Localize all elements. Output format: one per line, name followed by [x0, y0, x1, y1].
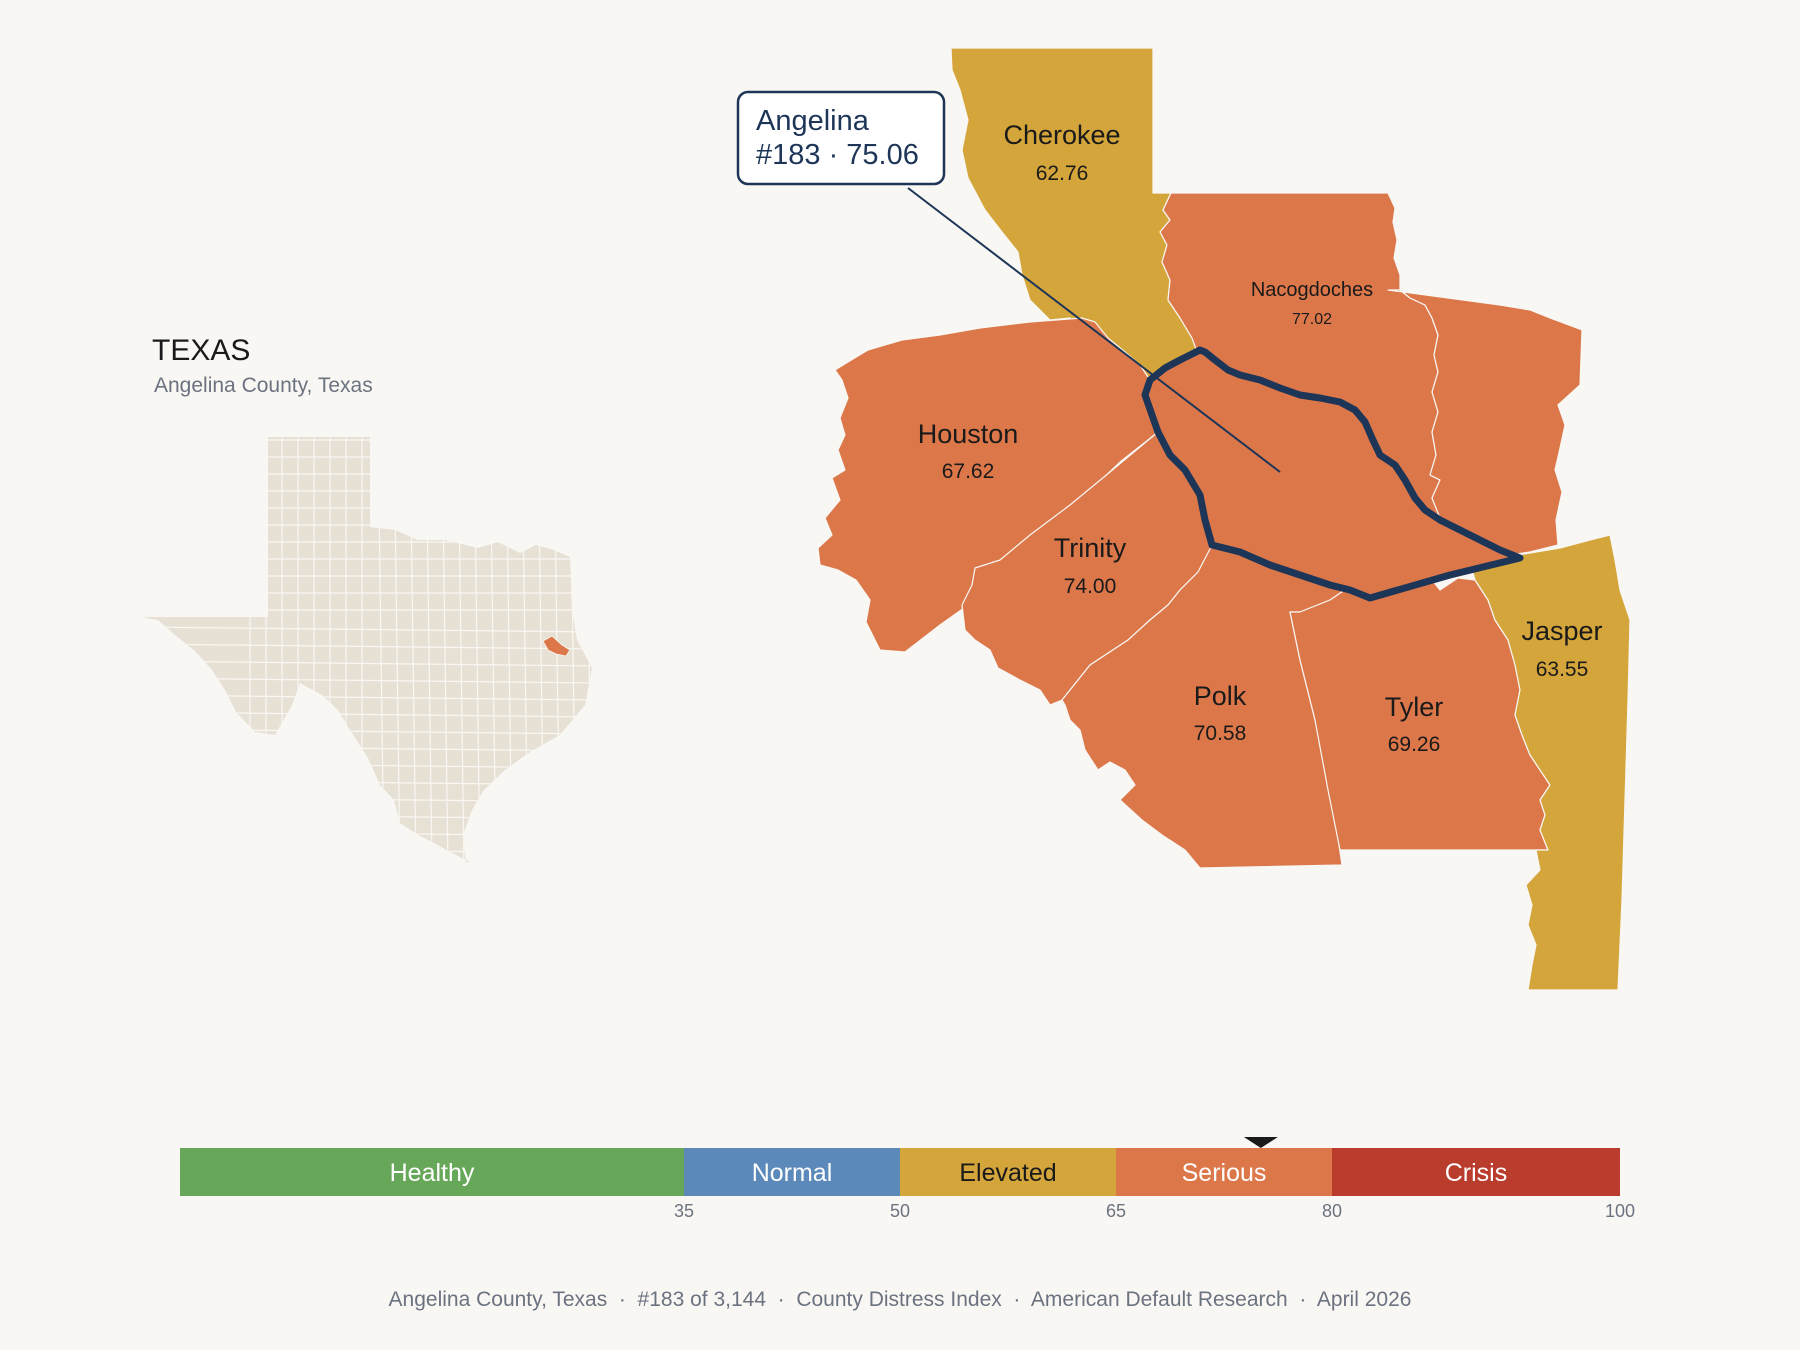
inset-county-line: [145, 847, 592, 854]
texas-inset-map: [140, 437, 600, 870]
legend-tick-label: 100: [1605, 1201, 1635, 1221]
legend-band-healthy: [180, 1148, 684, 1196]
legend-band-normal: [684, 1148, 900, 1196]
inset-county-line: [145, 762, 592, 769]
legend-tick-label: 80: [1322, 1201, 1342, 1221]
county-angelina[interactable]: [1141, 346, 1524, 602]
legend-tick-label: 65: [1106, 1201, 1126, 1221]
legend-band-label: Serious: [1182, 1159, 1267, 1187]
label-tyler-name: Tyler: [1385, 692, 1444, 722]
inset-subtitle: Angelina County, Texas: [154, 374, 373, 397]
legend-tick-label: 50: [890, 1201, 910, 1221]
state-title: TEXAS: [152, 334, 250, 367]
label-houston-name: Houston: [918, 419, 1019, 449]
label-cherokee-score: 62.76: [1036, 162, 1089, 185]
legend-tick-label: 35: [674, 1201, 694, 1221]
inset-county-line: [145, 779, 592, 786]
county-jasper[interactable]: [1469, 534, 1631, 991]
label-jasper-name: Jasper: [1521, 616, 1602, 646]
legend-band-elevated: [900, 1148, 1116, 1196]
label-polk-name: Polk: [1194, 681, 1247, 711]
inset-county-line: [145, 830, 592, 837]
label-trinity-name: Trinity: [1054, 533, 1127, 563]
inset-county-line: [145, 660, 592, 667]
legend-position-marker: [1243, 1137, 1278, 1148]
legend-band-label: Normal: [752, 1159, 833, 1187]
distress-scale-legend: Healthy Normal Elevated Serious Crisis 35 50 65…: [180, 1137, 1635, 1221]
inset-county-line: [145, 643, 592, 650]
legend-band-label: Crisis: [1445, 1159, 1508, 1187]
footer-caption: Angelina County, Texas · #183 of 3,144 ·…: [389, 1288, 1412, 1311]
label-houston-score: 67.62: [942, 460, 995, 483]
legend-band-serious: [1116, 1148, 1332, 1196]
label-jasper-score: 63.55: [1536, 658, 1589, 681]
label-tyler-score: 69.26: [1388, 733, 1441, 756]
label-trinity-score: 74.00: [1064, 575, 1117, 598]
texas-state-shape: [145, 437, 592, 862]
legend-band-label: Elevated: [959, 1159, 1056, 1187]
legend-band-crisis: [1332, 1148, 1620, 1196]
inset-county-line: [145, 796, 592, 803]
inset-county-line: [585, 437, 592, 862]
callout-box: [736, 90, 946, 186]
county-shapes[interactable]: [817, 47, 1631, 991]
inset-county-line: [140, 865, 600, 870]
label-nacogdoches-name: Nacogdoches: [1251, 279, 1373, 301]
inset-county-line: [145, 813, 592, 820]
callout-rank-score: #183 · 75.06: [756, 139, 919, 171]
inset-angelina-highlight: [542, 635, 571, 657]
label-polk-score: 70.58: [1194, 722, 1247, 745]
callout-county-name: Angelina: [756, 105, 870, 137]
legend-band-label: Healthy: [390, 1159, 475, 1187]
inset-county-line: [145, 626, 592, 633]
label-cherokee-name: Cherokee: [1003, 120, 1120, 150]
callout-leader-line: [907, 187, 1281, 473]
label-nacogdoches-score: 77.02: [1292, 311, 1332, 328]
county-labels: Cherokee 62.76 Nacogdoches 77.02 Houston…: [918, 120, 1603, 756]
